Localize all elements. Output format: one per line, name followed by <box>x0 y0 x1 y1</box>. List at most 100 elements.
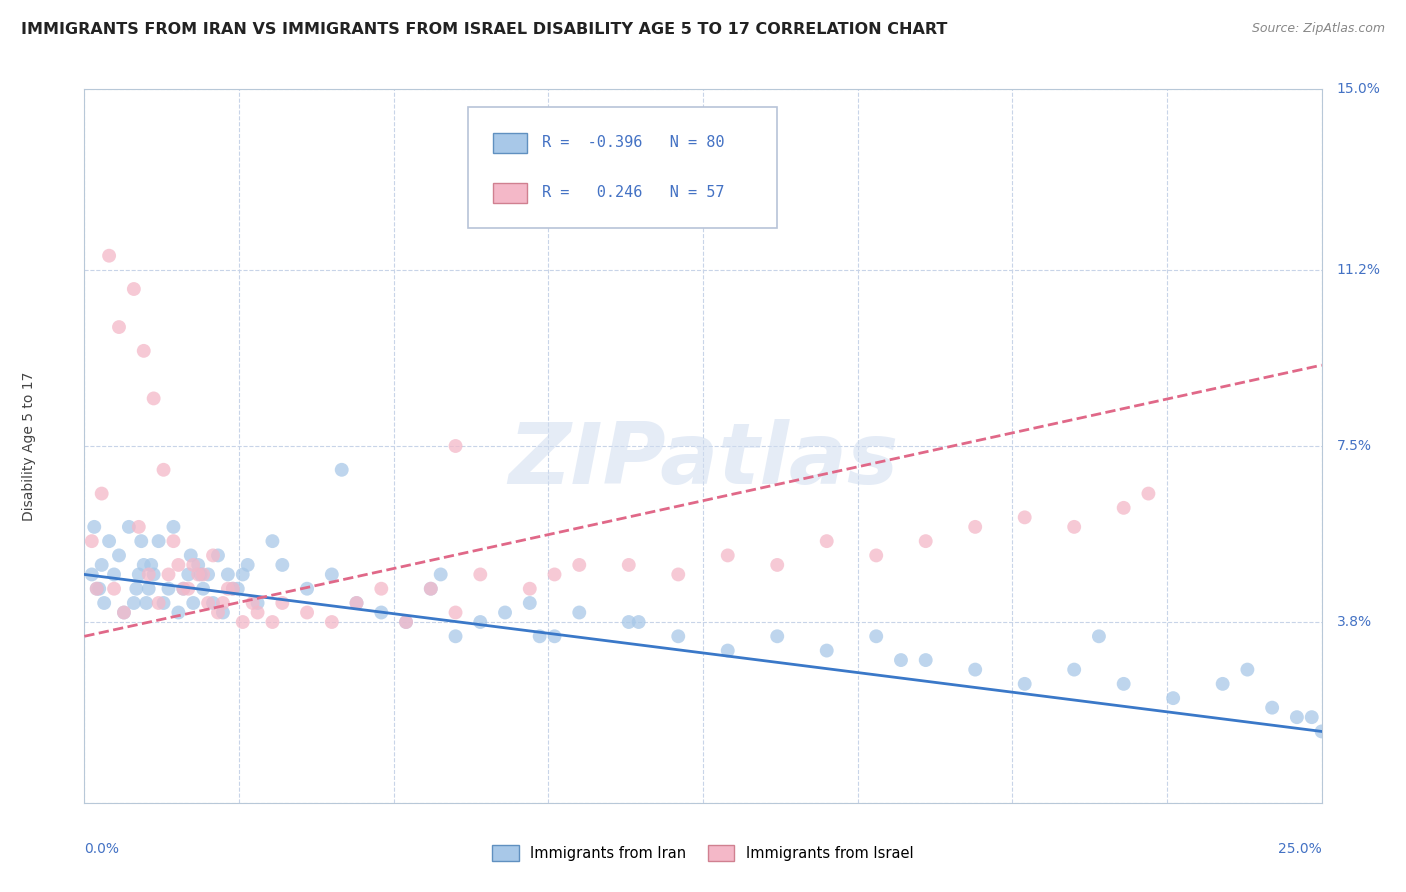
Point <box>197 567 219 582</box>
Text: R =   0.246   N = 57: R = 0.246 N = 57 <box>543 186 724 200</box>
Point <box>191 582 214 596</box>
Point <box>543 567 565 582</box>
Text: 0.0%: 0.0% <box>84 842 120 856</box>
Point <box>86 582 108 596</box>
Point <box>217 582 239 596</box>
Point <box>568 606 591 620</box>
Point <box>346 596 368 610</box>
Point <box>419 582 441 596</box>
Point <box>187 558 209 572</box>
Point <box>865 629 887 643</box>
Point <box>429 567 451 582</box>
Point <box>494 606 516 620</box>
FancyBboxPatch shape <box>492 183 527 202</box>
Point <box>271 596 294 610</box>
Point <box>162 534 184 549</box>
Point <box>1112 677 1135 691</box>
Point <box>226 582 249 596</box>
Point <box>1063 663 1085 677</box>
Point <box>815 534 838 549</box>
Point <box>181 558 204 572</box>
Point <box>132 558 155 572</box>
Point <box>122 282 145 296</box>
Point <box>815 643 838 657</box>
Point <box>177 582 200 596</box>
Point <box>129 534 152 549</box>
Point <box>132 343 155 358</box>
Point <box>112 606 135 620</box>
Point <box>865 549 887 563</box>
Point <box>141 558 163 572</box>
Point <box>1161 691 1184 706</box>
Point <box>98 249 121 263</box>
Point <box>543 629 565 643</box>
FancyBboxPatch shape <box>492 133 527 153</box>
Point <box>242 596 264 610</box>
Point <box>321 567 343 582</box>
Point <box>181 596 204 610</box>
Point <box>167 558 190 572</box>
Point <box>103 567 125 582</box>
Point <box>222 582 245 596</box>
Point <box>1063 520 1085 534</box>
Point <box>207 549 229 563</box>
Point <box>167 606 190 620</box>
Point <box>122 596 145 610</box>
Point <box>1014 677 1036 691</box>
Point <box>162 520 184 534</box>
Text: 15.0%: 15.0% <box>1337 82 1381 96</box>
Point <box>135 596 157 610</box>
Point <box>98 534 121 549</box>
Text: Disability Age 5 to 17: Disability Age 5 to 17 <box>21 371 35 521</box>
Point <box>1112 500 1135 515</box>
Point <box>246 606 269 620</box>
Point <box>103 582 125 596</box>
Point <box>470 615 492 629</box>
Point <box>370 606 392 620</box>
Point <box>246 596 269 610</box>
Point <box>152 596 174 610</box>
Point <box>295 582 318 596</box>
Point <box>1014 510 1036 524</box>
Point <box>83 520 105 534</box>
Point <box>321 615 343 629</box>
Point <box>519 582 541 596</box>
Point <box>444 606 467 620</box>
Text: R =  -0.396   N = 80: R = -0.396 N = 80 <box>543 136 724 150</box>
Point <box>262 615 284 629</box>
Point <box>568 558 591 572</box>
Point <box>180 549 202 563</box>
Point <box>529 629 551 643</box>
Point <box>128 567 150 582</box>
Point <box>1212 677 1234 691</box>
Point <box>890 653 912 667</box>
Point <box>914 534 936 549</box>
Point <box>914 653 936 667</box>
Point <box>222 582 245 596</box>
Point <box>152 463 174 477</box>
Point <box>172 582 194 596</box>
Point <box>202 549 225 563</box>
Point <box>444 629 467 643</box>
Point <box>271 558 294 572</box>
Point <box>217 567 239 582</box>
Text: Source: ZipAtlas.com: Source: ZipAtlas.com <box>1251 22 1385 36</box>
Point <box>112 606 135 620</box>
Point <box>80 567 103 582</box>
Point <box>330 463 353 477</box>
Text: 3.8%: 3.8% <box>1337 615 1372 629</box>
Point <box>138 567 160 582</box>
Point <box>1301 710 1323 724</box>
Point <box>187 567 209 582</box>
Text: 25.0%: 25.0% <box>1278 842 1322 856</box>
Point <box>470 567 492 582</box>
Point <box>236 558 259 572</box>
Point <box>172 582 194 596</box>
Text: 11.2%: 11.2% <box>1337 263 1381 277</box>
Point <box>191 567 214 582</box>
Point <box>395 615 418 629</box>
Point <box>1310 724 1333 739</box>
Point <box>766 558 789 572</box>
Point <box>138 582 160 596</box>
Point <box>395 615 418 629</box>
